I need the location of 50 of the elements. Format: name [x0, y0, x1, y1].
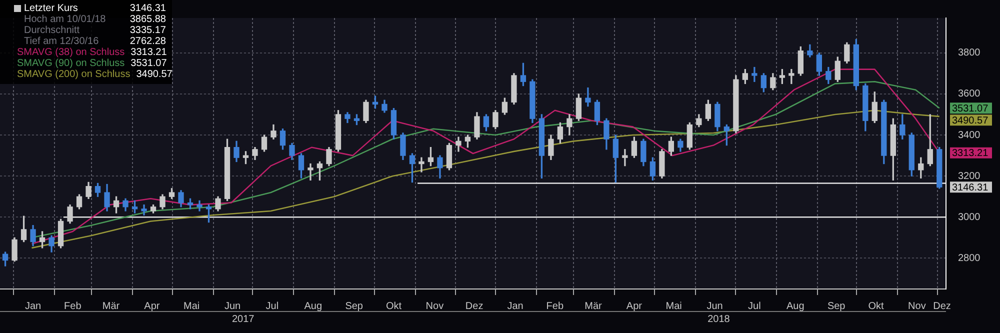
- x2-tick-label: 2018: [708, 314, 730, 325]
- x-tick-label: Mär: [102, 300, 120, 312]
- text: 3531.07: [130, 58, 167, 69]
- y-tick-label: 3800: [958, 48, 981, 59]
- x-tick-label: Jun: [224, 300, 241, 312]
- text: SMAVG (90) on Schluss: [16, 58, 126, 69]
- text: 3490.57: [136, 69, 172, 80]
- x-tick-label: Jan: [24, 300, 42, 312]
- annotation: 3335.17: [130, 25, 166, 36]
- x-tick-label: Mai: [184, 300, 200, 312]
- x-tick-label: Okt: [386, 300, 402, 312]
- text: SMAVG (200) on Schluss: [16, 69, 132, 80]
- x-tick-label: Okt: [868, 300, 884, 312]
- x-tick-label: Mai: [666, 300, 682, 312]
- annotation: 3865.88: [130, 14, 166, 25]
- x-tick-label: Nov: [426, 300, 444, 312]
- x-tick-label: Apr: [626, 300, 643, 312]
- x-tick-label: Sep: [345, 300, 364, 312]
- x-tick-label: Sep: [827, 300, 846, 312]
- x-tick-label: Apr: [144, 300, 160, 312]
- legend-label: Letzter Kurs: [23, 3, 79, 14]
- y-tick-label: 3600: [958, 88, 981, 100]
- text: 3146.31: [130, 3, 166, 14]
- x-tick-label: Jan: [507, 300, 524, 312]
- y-tick-label: 2800: [958, 252, 981, 264]
- annotation: Hoch am 10/01/18: [23, 14, 107, 25]
- text: 3313.21: [130, 47, 167, 58]
- text: 3146.31: [952, 182, 988, 194]
- x-tick-label: Aug: [786, 300, 804, 312]
- x-tick-label: Feb: [64, 300, 82, 312]
- annotation: Durchschnitt: [23, 25, 81, 36]
- x-tick-label: Feb: [546, 300, 564, 312]
- y-tick-label: 3400: [958, 130, 981, 141]
- annotation: Tief am 12/30/16: [23, 36, 100, 47]
- x-tick-label: Dez: [465, 300, 484, 312]
- text: SMAVG (38) on Schluss: [16, 47, 126, 58]
- x-tick-label: Mär: [584, 300, 603, 312]
- data-label: 3313.21: [952, 148, 989, 160]
- x-tick-label: Nov: [908, 300, 926, 312]
- x-tick-label: Jun: [706, 300, 723, 312]
- x-tick-label: Aug: [304, 300, 322, 312]
- x-tick-label: Dez: [933, 300, 951, 312]
- y-tick-label: 3000: [958, 212, 981, 223]
- x2-tick-label: 2017: [232, 314, 255, 325]
- x-tick-label: Jul: [748, 300, 761, 312]
- y-tick-label: 3200: [958, 170, 981, 182]
- data-label: 3490.57: [952, 115, 989, 126]
- x-tick-label: Jul: [266, 300, 279, 312]
- data-label: 3531.07: [952, 103, 989, 114]
- annotation: 2762.28: [130, 36, 166, 47]
